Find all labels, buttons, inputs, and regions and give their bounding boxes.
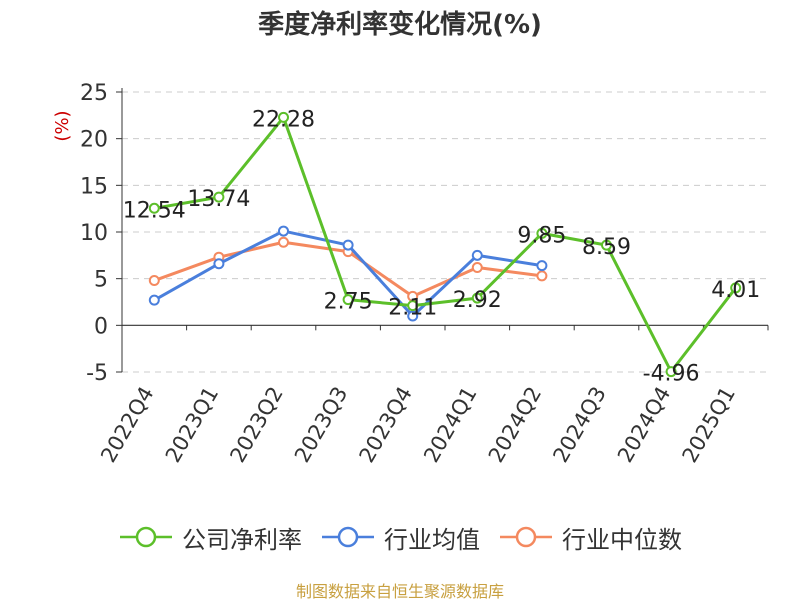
data-label: 2.75 [324, 290, 373, 315]
data-point [536, 270, 548, 282]
x-tick-label: 2025Q1 [678, 383, 740, 467]
x-tick-label: 2024Q3 [548, 383, 610, 467]
data-point [407, 310, 419, 322]
data-point [148, 202, 160, 214]
data-label: 2.11 [388, 296, 437, 321]
data-point [471, 249, 483, 261]
legend-marker-industry-mean [322, 526, 374, 548]
legend-item-industry-mean[interactable]: 行业均值 [320, 520, 480, 555]
legend-item-industry-median[interactable]: 行业中位数 [498, 520, 682, 555]
data-point [213, 191, 225, 203]
y-tick-label: 0 [94, 314, 108, 339]
legend-label-industry-median: 行业中位数 [562, 525, 682, 554]
chart-title: 季度净利率变化情况(%) [258, 10, 542, 40]
data-point [278, 225, 289, 237]
data-point [665, 366, 677, 378]
data-point [148, 275, 160, 287]
y-tick-label: 15 [80, 174, 108, 199]
legend-label-company: 公司净利率 [182, 525, 302, 554]
data-label: 13.74 [187, 187, 250, 212]
legend-marker-industry-median [500, 526, 552, 548]
y-tick-label: -5 [86, 361, 108, 386]
y-tick-label: 20 [80, 128, 108, 153]
data-point [471, 261, 483, 273]
data-point [148, 294, 160, 306]
data-point [536, 227, 548, 239]
x-tick-label: 2023Q3 [290, 383, 352, 467]
x-tick-label: 2023Q2 [225, 383, 287, 467]
data-label: 4.01 [711, 278, 760, 303]
data-point [471, 292, 483, 304]
legend-label-industry-mean: 行业均值 [384, 525, 480, 554]
y-tick-label: 25 [80, 81, 108, 106]
x-tick-label: 2024Q4 [613, 383, 675, 467]
data-point [730, 282, 742, 294]
legend-item-company[interactable]: 公司净利率 [118, 520, 302, 555]
data-point [407, 300, 419, 312]
x-tick-label: 2022Q4 [96, 383, 158, 467]
y-tick-label: 5 [94, 268, 108, 293]
data-point [213, 258, 225, 270]
data-label: 8.59 [582, 235, 631, 260]
data-label: 12.54 [123, 198, 186, 223]
x-tick-label: 2024Q1 [419, 383, 481, 467]
data-point [342, 239, 354, 251]
legend-marker-company [120, 526, 172, 548]
legend: 公司净利率 行业均值 行业中位数 [0, 520, 800, 554]
x-tick-label: 2023Q1 [161, 383, 223, 467]
y-tick-label: 10 [80, 221, 108, 246]
data-point [278, 111, 289, 123]
data-point [536, 260, 548, 272]
x-tick-label: 2023Q4 [355, 383, 417, 467]
source-note: 制图数据来自恒生聚源数据库 [295, 582, 504, 601]
data-label: 9.85 [517, 223, 566, 248]
data-label: 2.92 [453, 288, 502, 313]
data-point [342, 294, 354, 306]
x-tick-label: 2024Q2 [484, 383, 546, 467]
data-label: 22.28 [252, 107, 315, 132]
data-label: -4.96 [643, 362, 700, 387]
data-point [278, 236, 289, 248]
data-point [601, 239, 612, 251]
y-axis-label: (%) [52, 110, 73, 141]
series-line [154, 115, 737, 374]
